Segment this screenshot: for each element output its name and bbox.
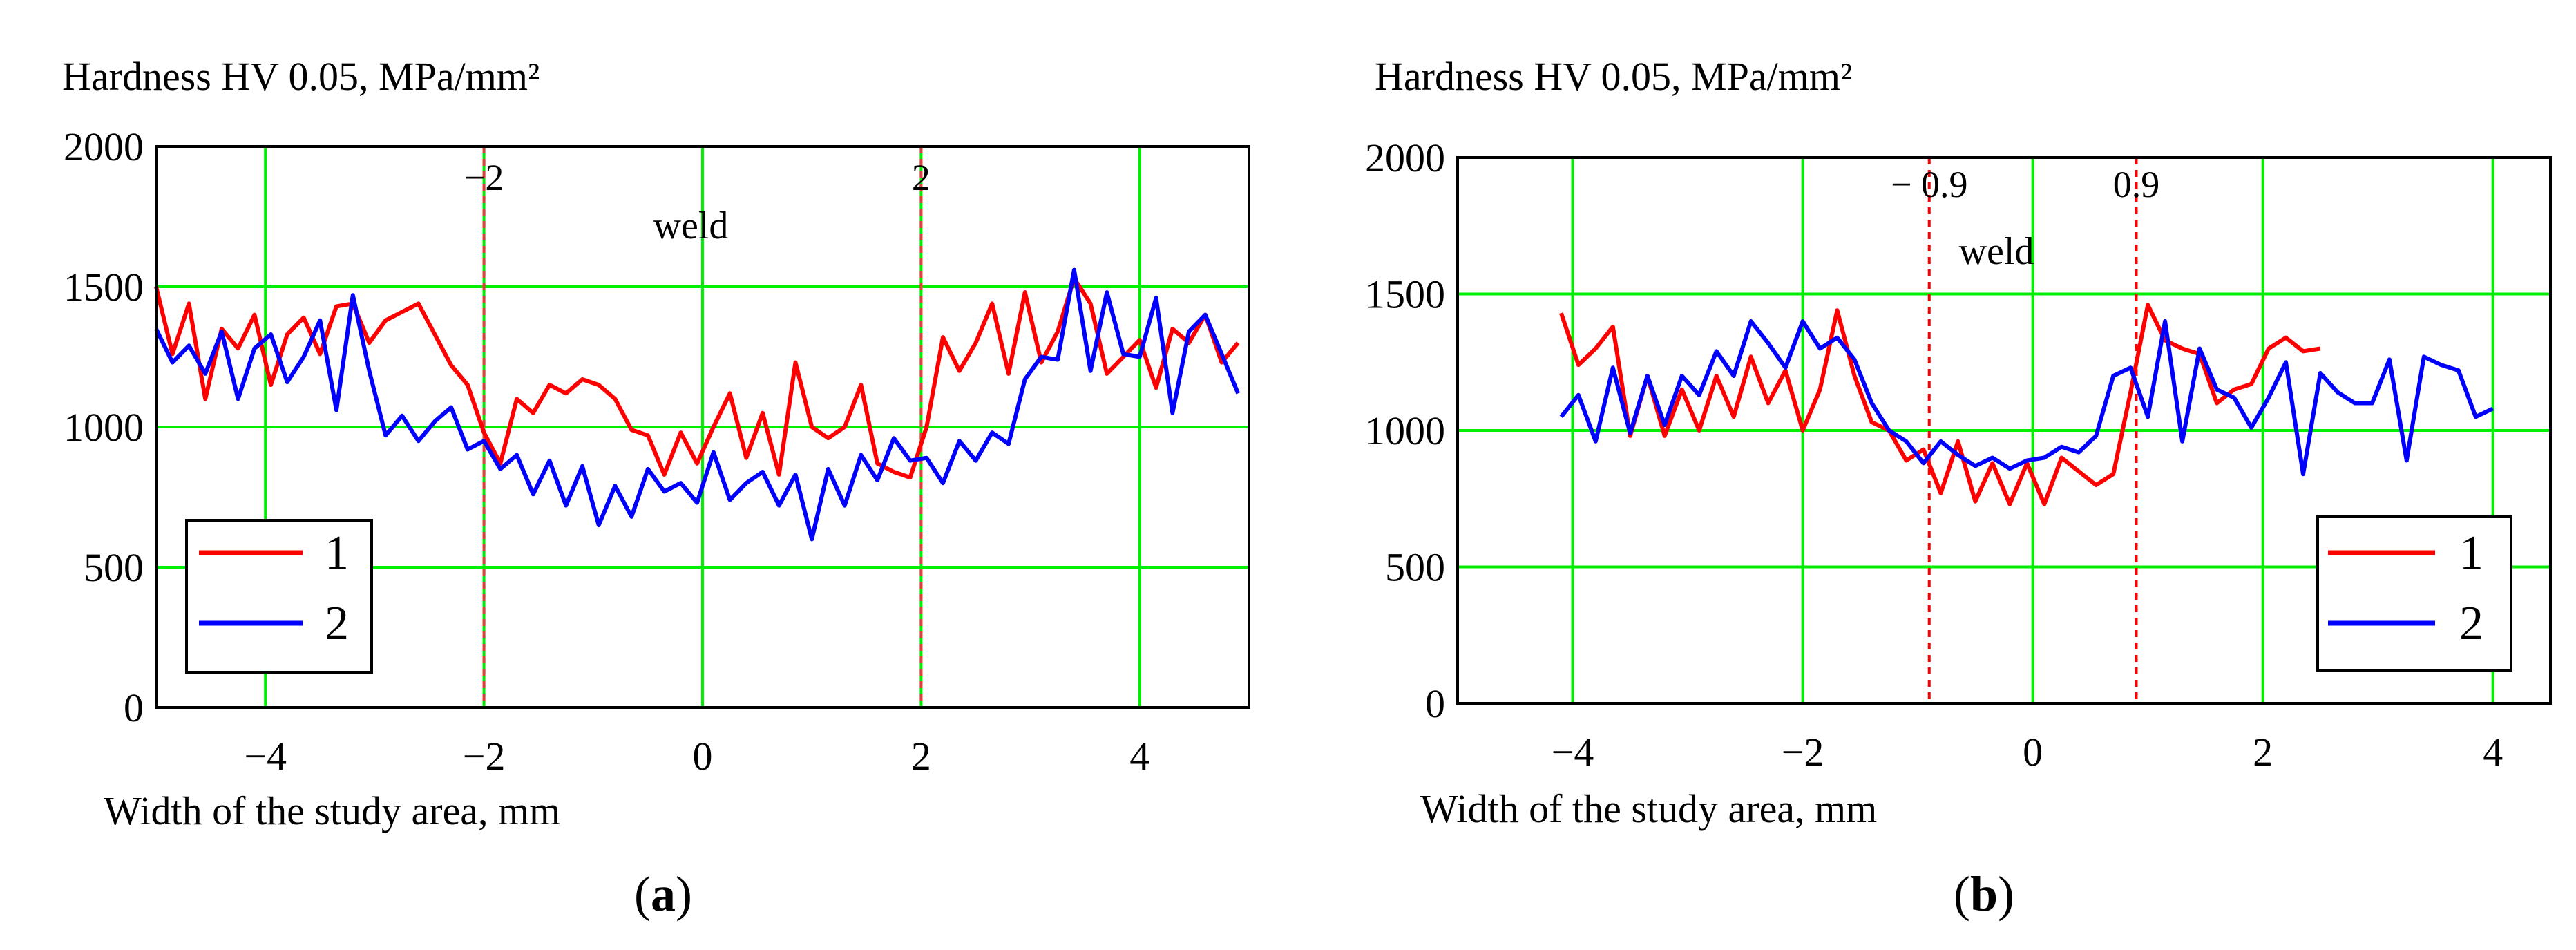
series-line-2 xyxy=(1559,319,2494,477)
x-tick-label: −4 xyxy=(244,734,287,779)
chart-panel-b: Hardness HV 0.05, MPa/mm² weld −4 −2 0 2 4 0… xyxy=(1365,54,2552,922)
plot-area xyxy=(1456,156,2552,705)
weld-boundaries xyxy=(1927,158,2138,703)
series-layer xyxy=(1559,303,2494,506)
x-tick-label: 0 xyxy=(2023,730,2043,775)
legend-box xyxy=(185,519,373,674)
plot-frame xyxy=(1456,156,2552,705)
y-tick-label: 500 xyxy=(84,545,144,590)
x-axis-label: Width of the study area, mm xyxy=(104,788,560,833)
legend-label-1: 1 xyxy=(2459,526,2483,580)
legend-label-2: 2 xyxy=(325,597,349,650)
legend-box xyxy=(2316,515,2512,672)
y-tick-label: 1500 xyxy=(64,265,144,310)
x-tick-label: 2 xyxy=(911,734,931,779)
x-tick-label: 4 xyxy=(2483,730,2503,775)
y-tick-label: 2000 xyxy=(1365,135,1445,180)
y-tick-label: 1000 xyxy=(1365,408,1445,453)
y-tick-label: 1500 xyxy=(1365,272,1445,317)
x-tick-labels: −4 −2 0 2 4 xyxy=(1552,730,2503,775)
x-tick-label: −4 xyxy=(1552,730,1594,775)
y-tick-label: 0 xyxy=(124,685,144,730)
series-line-2 xyxy=(154,267,1240,542)
y-tick-labels: 0 500 1000 1500 2000 xyxy=(1365,135,1445,726)
plot-frame xyxy=(155,145,1250,709)
weld-boundary-label: − 0.9 xyxy=(1891,164,1967,205)
y-axis-label: Hardness HV 0.05, MPa/mm² xyxy=(62,54,540,99)
panel-caption-a: (a) xyxy=(634,866,692,922)
x-tick-label: −2 xyxy=(463,734,506,779)
x-tick-label: 4 xyxy=(1129,734,1149,779)
chart-panel-a: Hardness HV 0.05, MPa/mm² weld −4 −2 0 2 4 0… xyxy=(62,54,1250,922)
y-tick-labels: 0 500 1000 1500 2000 xyxy=(64,124,144,730)
series-layer xyxy=(154,267,1240,542)
y-tick-label: 1000 xyxy=(64,405,144,450)
plot-area xyxy=(154,145,1250,709)
weld-boundary-label: 0.9 xyxy=(2113,164,2160,205)
series-line-1 xyxy=(154,276,1240,480)
y-axis-label: Hardness HV 0.05, MPa/mm² xyxy=(1375,54,1852,99)
x-tick-label: −2 xyxy=(1782,730,1824,775)
weld-annotation: weld xyxy=(653,205,729,247)
x-axis-label: Width of the study area, mm xyxy=(1420,786,1877,831)
panel-letter: a xyxy=(651,866,676,922)
x-tick-label: 0 xyxy=(693,734,713,779)
panel-letter: b xyxy=(1970,866,1998,922)
y-tick-label: 0 xyxy=(1425,681,1445,726)
series-line-1 xyxy=(1559,303,2321,506)
legend-label-2: 2 xyxy=(2459,597,2483,650)
legend: 1 2 xyxy=(2316,515,2512,672)
y-tick-label: 2000 xyxy=(64,124,144,169)
weld-annotation: weld xyxy=(1959,230,2034,273)
panel-caption-b: (b) xyxy=(1954,866,2014,922)
weld-boundary-label: −2 xyxy=(464,157,504,198)
y-tick-label: 500 xyxy=(1385,545,1445,590)
weld-boundary-label: 2 xyxy=(912,157,931,198)
x-tick-labels: −4 −2 0 2 4 xyxy=(244,734,1149,779)
legend: 1 2 xyxy=(185,519,373,674)
x-tick-label: 2 xyxy=(2253,730,2273,775)
legend-label-1: 1 xyxy=(325,526,349,580)
